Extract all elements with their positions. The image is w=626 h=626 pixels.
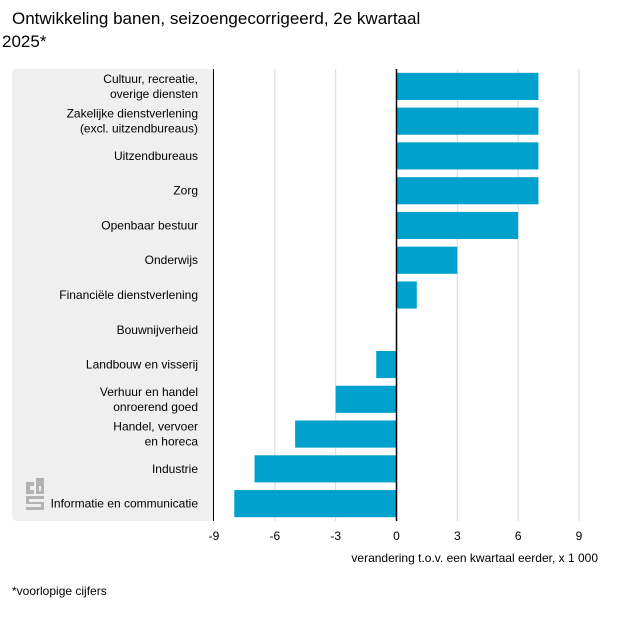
category-label: Handel, vervoer en horeca	[113, 420, 198, 449]
x-tick-label: -9	[209, 529, 220, 543]
bar	[396, 72, 539, 100]
x-tick-label: 0	[393, 529, 400, 543]
chart-title-line-1: Ontwikkeling banen, seizoengecorrigeerd,…	[12, 9, 421, 28]
x-tick-label: 9	[576, 529, 583, 543]
category-label: Landbouw en visserij	[86, 358, 198, 372]
category-label: Verhuur en handel onroerend goed	[100, 385, 198, 414]
category-label-line: (excl. uitzendbureaus)	[80, 122, 198, 136]
category-label-line: Bouwnijverheid	[117, 323, 198, 337]
bar	[396, 107, 539, 135]
category-label: Informatie en communicatie	[51, 497, 199, 511]
category-label-line: Onderwijs	[145, 253, 198, 267]
x-tick-label: 3	[454, 529, 461, 543]
category-label-line: Zorg	[173, 184, 198, 198]
category-label-line: Informatie en communicatie	[51, 497, 199, 511]
category-label-line: Verhuur en handel	[100, 385, 198, 399]
category-label-line: onroerend goed	[113, 400, 198, 414]
category-label-line: Cultuur, recreatie,	[103, 72, 198, 86]
chart-title: Ontwikkeling banen, seizoengecorrigeerd,…	[2, 7, 612, 53]
category-label-line: Financiële dienstverlening	[59, 288, 198, 302]
x-axis-label: verandering t.o.v. een kwartaal eerder, …	[351, 551, 598, 565]
x-tick-label: -3	[330, 529, 341, 543]
category-label-line: Industrie	[152, 462, 198, 476]
category-label: Uitzendbureaus	[114, 149, 198, 163]
bar	[254, 455, 397, 483]
category-label-line: overige diensten	[110, 87, 198, 101]
category-label: Openbaar bestuur	[101, 218, 198, 232]
bar	[396, 177, 539, 205]
label-panel	[12, 69, 214, 521]
bar	[376, 350, 397, 379]
category-label: Zakelijke dienstverlening (excl. uitzendb…	[67, 107, 198, 136]
category-label: Zorg	[173, 184, 198, 198]
bar	[396, 246, 458, 274]
x-tick-label: -6	[269, 529, 280, 543]
category-label: Financiële dienstverlening	[59, 288, 198, 302]
bar	[234, 490, 397, 518]
bar	[396, 211, 519, 240]
bar	[396, 142, 539, 170]
bar	[295, 420, 397, 448]
footnote: *voorlopige cijfers	[12, 584, 107, 598]
category-label-line: Landbouw en visserij	[86, 358, 198, 372]
category-label: Onderwijs	[145, 253, 198, 267]
category-label-line: Uitzendbureaus	[114, 149, 198, 163]
category-label-line: Zakelijke dienstverlening	[67, 107, 198, 121]
x-tick-label: 6	[515, 529, 522, 543]
category-label: Bouwnijverheid	[117, 323, 198, 337]
bar	[396, 281, 417, 309]
category-label: Industrie	[152, 462, 198, 476]
category-label: Cultuur, recreatie, overige diensten	[103, 72, 198, 101]
chart-title-line-2: 2025*	[2, 32, 47, 51]
category-label-line: Openbaar bestuur	[101, 218, 198, 232]
category-label-line: en horeca	[145, 435, 199, 449]
cbs-logo	[26, 478, 44, 510]
category-label-line: Handel, vervoer	[113, 420, 198, 434]
bar	[335, 385, 397, 413]
